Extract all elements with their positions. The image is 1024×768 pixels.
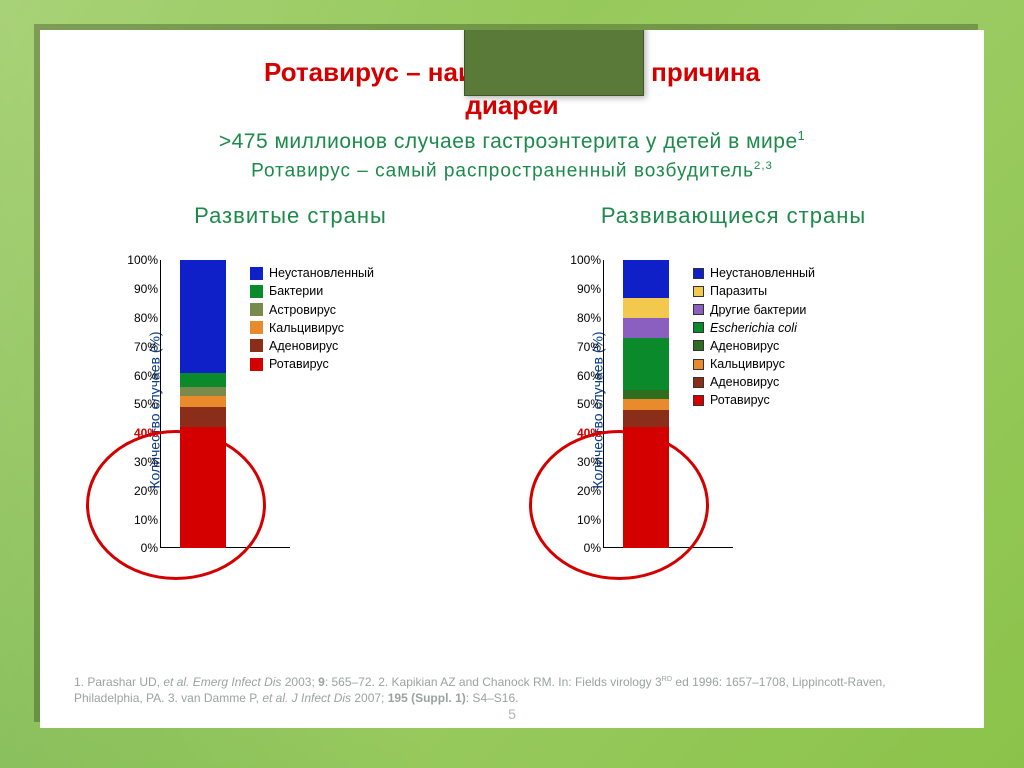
legend-swatch: [693, 322, 704, 333]
legend-label: Аденовирус: [710, 373, 779, 391]
legend-item: Бактерии: [250, 282, 374, 300]
legend-left: НеустановленныйБактерииАстровирусКальцив…: [250, 264, 374, 373]
legend-swatch: [693, 304, 704, 315]
ytick: 70%: [114, 340, 158, 354]
bar-segment: [180, 260, 226, 372]
ytick: 50%: [557, 397, 601, 411]
ytick: 90%: [557, 282, 601, 296]
legend-item: Кальцивирус: [693, 355, 815, 373]
ytick: 60%: [557, 369, 601, 383]
chart-left-area: Количество случаев (%) 0%10%20%30%40%50%…: [74, 250, 507, 570]
ytick: 50%: [114, 397, 158, 411]
highlight-ellipse-right: [529, 430, 709, 580]
legend-item: Кальцивирус: [250, 319, 374, 337]
legend-item: Escherichia coli: [693, 319, 815, 337]
legend-swatch: [693, 268, 704, 279]
legend-label: Ротавирус: [710, 391, 770, 409]
legend-swatch: [693, 340, 704, 351]
bar-segment: [623, 298, 669, 318]
chart-right-title: Развивающиеся страны: [517, 188, 950, 244]
legend-label: Неустановленный: [710, 264, 815, 282]
legend-item: Ротавирус: [693, 391, 815, 409]
legend-swatch: [250, 321, 263, 334]
chart-right-area: Количество случаев (%) 0%10%20%30%40%50%…: [517, 250, 950, 570]
ytick: 90%: [114, 282, 158, 296]
legend-label: Неустановленный: [269, 264, 374, 282]
legend-label: Бактерии: [269, 282, 323, 300]
legend-right: НеустановленныйПаразитыДругие бактерииEs…: [693, 264, 815, 409]
legend-swatch: [250, 303, 263, 316]
highlight-ellipse-left: [86, 430, 266, 580]
legend-label: Escherichia coli: [710, 319, 797, 337]
decorative-corner-box: [464, 30, 644, 96]
legend-swatch: [250, 358, 263, 371]
ytick: 60%: [114, 369, 158, 383]
legend-swatch: [693, 395, 704, 406]
legend-swatch: [693, 286, 704, 297]
ytick: 80%: [557, 311, 601, 325]
legend-label: Кальцивирус: [269, 319, 344, 337]
charts-row: Развитые страны Количество случаев (%) 0…: [74, 188, 950, 570]
bar-segment: [623, 399, 669, 411]
legend-item: Неустановленный: [693, 264, 815, 282]
chart-right: Развивающиеся страны Количество случаев …: [517, 188, 950, 570]
bar-segment: [180, 396, 226, 408]
slide-body: Ротавирус – наиболее частая причина диар…: [40, 30, 984, 728]
legend-swatch: [693, 359, 704, 370]
references: 1. Parashar UD, et al. Emerg Infect Dis …: [74, 674, 950, 706]
legend-label: Аденовирус: [269, 337, 338, 355]
legend-item: Неустановленный: [250, 264, 374, 282]
legend-item: Паразиты: [693, 282, 815, 300]
bar-segment: [623, 390, 669, 399]
ytick: 100%: [557, 253, 601, 267]
legend-label: Кальцивирус: [710, 355, 785, 373]
legend-swatch: [250, 267, 263, 280]
chart-left-title: Развитые страны: [74, 188, 507, 244]
legend-item: Аденовирус: [693, 373, 815, 391]
legend-item: Аденовирус: [250, 337, 374, 355]
ytick: 80%: [114, 311, 158, 325]
legend-item: Другие бактерии: [693, 301, 815, 319]
legend-item: Аденовирус: [693, 337, 815, 355]
bar-segment: [623, 318, 669, 338]
legend-label: Паразиты: [710, 282, 767, 300]
legend-swatch: [693, 377, 704, 388]
subtitle-2: Ротавирус – самый распространенный возбу…: [74, 160, 950, 182]
legend-swatch: [250, 339, 263, 352]
ytick: 100%: [114, 253, 158, 267]
subtitle-1: >475 миллионов случаев гастроэнтерита у …: [74, 129, 950, 154]
legend-swatch: [250, 285, 263, 298]
bar-segment: [180, 373, 226, 387]
bar-segment: [623, 260, 669, 297]
bar-segment: [180, 387, 226, 396]
legend-item: Ротавирус: [250, 355, 374, 373]
legend-label: Аденовирус: [710, 337, 779, 355]
legend-label: Другие бактерии: [710, 301, 806, 319]
legend-label: Астровирус: [269, 301, 336, 319]
chart-left: Развитые страны Количество случаев (%) 0…: [74, 188, 507, 570]
slide-number: 5: [508, 706, 516, 722]
ytick: 70%: [557, 340, 601, 354]
legend-label: Ротавирус: [269, 355, 329, 373]
legend-item: Астровирус: [250, 301, 374, 319]
bar-segment: [623, 410, 669, 427]
bar-segment: [180, 407, 226, 427]
bar-segment: [623, 338, 669, 390]
